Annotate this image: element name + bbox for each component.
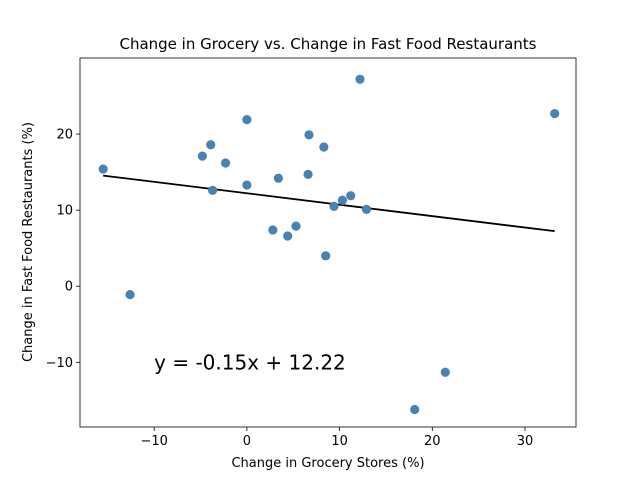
x-tick-label: 10 (331, 434, 348, 449)
data-point (304, 130, 314, 140)
axes-frame (79, 57, 577, 428)
data-point (98, 164, 108, 174)
plot-area: −10 0 10 20 30 −10 0 10 20 y = -0.15x + 12.22 (46, 57, 577, 449)
x-tick-label: 0 (243, 434, 251, 449)
data-point (273, 173, 283, 183)
data-point (242, 115, 252, 125)
y-axis-label: Change in Fast Food Restaurants (%) (21, 122, 36, 362)
data-point (361, 204, 372, 215)
data-point (321, 251, 331, 261)
data-point (242, 180, 252, 190)
y-tick-label: 0 (65, 280, 73, 295)
x-tick-label: 30 (517, 434, 534, 449)
y-tick-label: 20 (56, 128, 73, 143)
data-point (319, 142, 329, 152)
data-point (303, 169, 313, 180)
regression-equation: y = -0.15x + 12.22 (154, 350, 346, 374)
chart-title: Change in Grocery vs. Change in Fast Foo… (119, 35, 536, 53)
data-point (329, 201, 339, 211)
data-point (550, 108, 560, 119)
data-point (291, 221, 301, 231)
data-point (410, 404, 420, 415)
data-point (283, 231, 293, 241)
data-point (346, 191, 356, 201)
x-axis-label: Change in Grocery Stores (%) (231, 456, 424, 471)
y-tick-label: −10 (46, 356, 73, 371)
data-point (220, 158, 231, 168)
x-tick-label: 20 (424, 434, 441, 449)
data-point (355, 74, 365, 84)
data-point (207, 185, 218, 195)
data-point (440, 367, 450, 377)
regression-line (103, 174, 555, 233)
data-point (125, 290, 135, 300)
data-point (337, 195, 347, 205)
x-tick-label: −10 (140, 434, 167, 449)
data-point (268, 225, 278, 235)
data-point (206, 140, 216, 150)
y-tick-label: 10 (56, 204, 73, 219)
data-point (197, 151, 207, 161)
